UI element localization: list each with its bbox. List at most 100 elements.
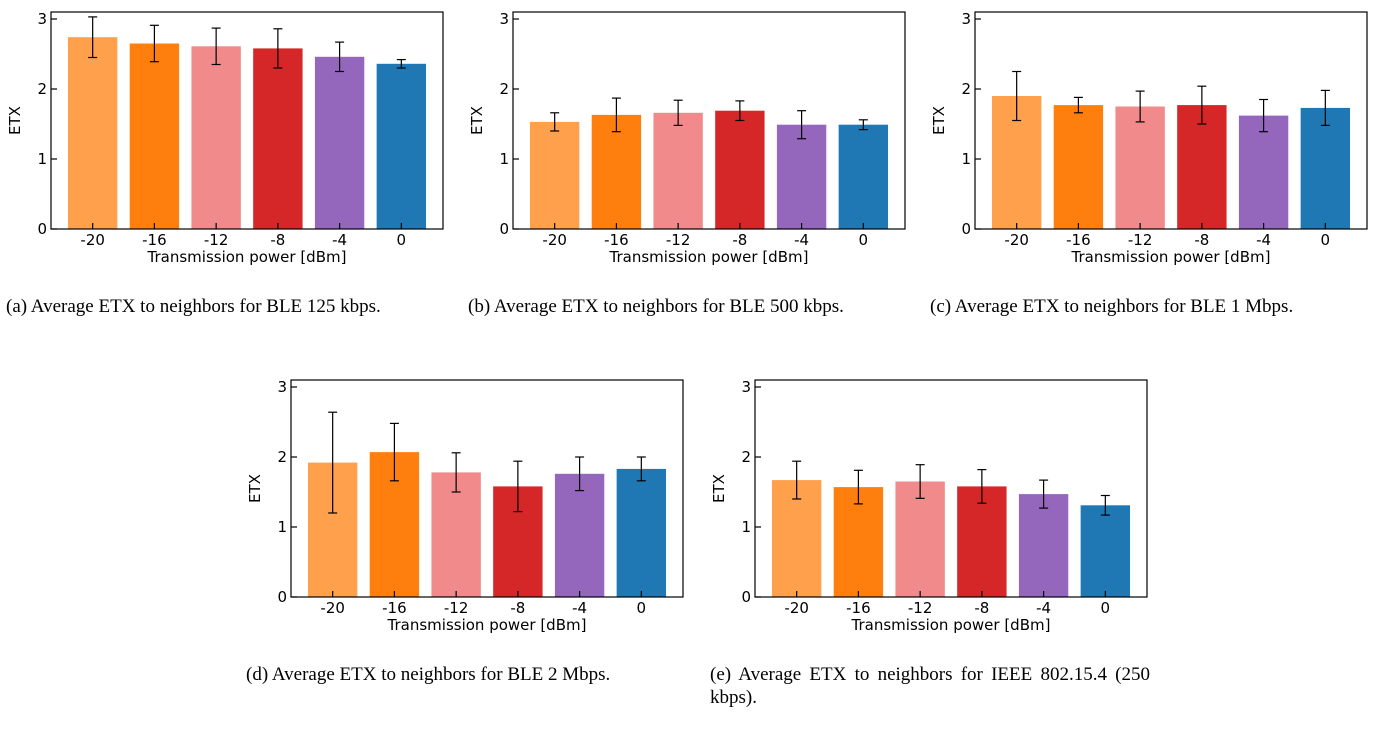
x-tick-label--4: -4 [572, 599, 587, 617]
bar--16 [833, 487, 884, 597]
y-tick-label-2: 2 [37, 80, 47, 98]
error-bar-0 [396, 58, 406, 69]
bar-0 [838, 124, 889, 229]
error-bar--12 [673, 99, 683, 127]
x-tick-label--8: -8 [270, 231, 285, 249]
y-tick-label-1: 1 [499, 150, 509, 168]
x-tick-label--16: -16 [1066, 231, 1091, 249]
bar--20 [529, 121, 580, 229]
y-tick-label-2: 2 [741, 448, 751, 466]
y-tick-label-1: 1 [37, 150, 47, 168]
caption-c: (c) Average ETX to neighbors for BLE 1 M… [930, 296, 1294, 317]
x-tick-label--16: -16 [142, 231, 167, 249]
bar--4 [776, 124, 827, 229]
bar--16 [591, 114, 642, 229]
chart-panel-d: 0 1 2 3 -20 -16 -12 -8 -4 0 Transmission power [dB… [246, 378, 686, 738]
error-bar--12 [451, 452, 461, 493]
error-bar--12 [1135, 90, 1145, 123]
error-bar-0 [1100, 494, 1110, 516]
bar--12 [895, 481, 945, 597]
bar--8 [1177, 105, 1227, 229]
bar--8 [715, 110, 765, 229]
error-bar--16 [149, 24, 159, 63]
bar-0 [376, 63, 427, 229]
y-tick-label-3: 3 [277, 378, 287, 396]
error-bar--8 [1197, 85, 1207, 125]
error-bar--4 [1039, 479, 1049, 509]
chart-b: 0 1 2 3 -20 -16 -12 -8 -4 0 Transmission power [dB… [468, 10, 906, 266]
plot-frame [974, 11, 1368, 230]
x-tick-label--8: -8 [732, 231, 747, 249]
x-tick-label--8: -8 [1194, 231, 1209, 249]
x-tick-label--20: -20 [784, 599, 809, 617]
y-tick-label-1: 1 [961, 150, 971, 168]
chart-c: 0 1 2 3 -20 -16 -12 -8 -4 0 Transmission power [dB… [930, 10, 1368, 266]
y-axis-label: ETX [930, 106, 948, 135]
bar--8 [253, 48, 303, 230]
error-bar--12 [915, 464, 925, 499]
error-bar--16 [853, 469, 863, 505]
chart-panel-a: 0 1 2 3 -20 -16 -12 -8 -4 0 Transmission power [dB… [6, 10, 446, 370]
error-bar--20 [88, 16, 98, 59]
bar--4 [1238, 115, 1289, 229]
bar--4 [314, 56, 365, 229]
bar--4 [554, 473, 605, 597]
x-axis-label: Transmission power [dBm] [1071, 248, 1271, 266]
x-tick-label--4: -4 [332, 231, 347, 249]
y-tick-label-0: 0 [277, 588, 287, 606]
x-tick-label-0: 0 [1321, 231, 1331, 249]
error-bar--8 [273, 28, 283, 69]
bar-0 [1300, 107, 1351, 229]
chart-panel-e: 0 1 2 3 -20 -16 -12 -8 -4 0 Transmission power [dB… [710, 378, 1150, 738]
error-bar--4 [1259, 98, 1269, 133]
plot-frame [50, 11, 444, 230]
caption-d: (d) Average ETX to neighbors for BLE 2 M… [246, 664, 611, 685]
bar--20 [67, 37, 118, 230]
x-tick-label-0: 0 [1101, 599, 1111, 617]
error-bar--4 [575, 456, 585, 492]
y-tick-label-2: 2 [961, 80, 971, 98]
x-tick-label--12: -12 [908, 599, 933, 617]
y-tick-label-0: 0 [37, 220, 47, 238]
error-bar--20 [550, 112, 560, 132]
chart-e: 0 1 2 3 -20 -16 -12 -8 -4 0 Transmission power [dB… [710, 378, 1148, 634]
y-tick-label-3: 3 [37, 10, 47, 28]
error-bar--4 [335, 41, 345, 73]
error-bar--20 [1012, 70, 1022, 122]
y-tick-label-1: 1 [741, 518, 751, 536]
chart-d: 0 1 2 3 -20 -16 -12 -8 -4 0 Transmission power [dB… [246, 378, 684, 634]
x-tick-label--12: -12 [666, 231, 691, 249]
x-tick-label-0: 0 [397, 231, 407, 249]
y-tick-label-2: 2 [499, 80, 509, 98]
error-bar--16 [611, 97, 621, 133]
y-tick-label-3: 3 [961, 10, 971, 28]
error-bar--12 [211, 27, 221, 66]
bar-0 [1080, 505, 1131, 597]
y-tick-label-3: 3 [499, 10, 509, 28]
bar-0 [616, 468, 667, 597]
error-bar--8 [513, 460, 523, 513]
x-tick-label--12: -12 [204, 231, 229, 249]
y-axis-label: ETX [468, 106, 486, 135]
y-axis-label: ETX [710, 474, 728, 503]
bar--8 [957, 486, 1007, 597]
x-tick-label--20: -20 [1004, 231, 1029, 249]
error-bar--20 [792, 460, 802, 500]
x-tick-label-0: 0 [637, 599, 647, 617]
error-bar--8 [977, 468, 987, 504]
plot-frame [512, 11, 906, 230]
chart-a: 0 1 2 3 -20 -16 -12 -8 -4 0 Transmission power [dB… [6, 10, 444, 266]
x-tick-label--12: -12 [1128, 231, 1153, 249]
x-tick-label--4: -4 [1256, 231, 1271, 249]
error-bar-0 [1320, 89, 1330, 127]
error-bar-0 [858, 119, 868, 131]
error-bar--4 [797, 110, 807, 140]
error-bar--16 [389, 422, 399, 482]
x-tick-label--8: -8 [510, 599, 525, 617]
bar--16 [1053, 105, 1104, 229]
x-tick-label--4: -4 [1036, 599, 1051, 617]
y-axis-label: ETX [246, 474, 264, 503]
bar--12 [653, 112, 703, 229]
bar--16 [129, 43, 180, 229]
x-axis-label: Transmission power [dBm] [387, 616, 587, 634]
